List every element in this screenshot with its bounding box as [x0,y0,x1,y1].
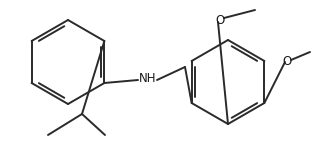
Text: O: O [282,55,292,67]
Text: NH: NH [139,71,157,85]
Text: O: O [215,14,225,26]
